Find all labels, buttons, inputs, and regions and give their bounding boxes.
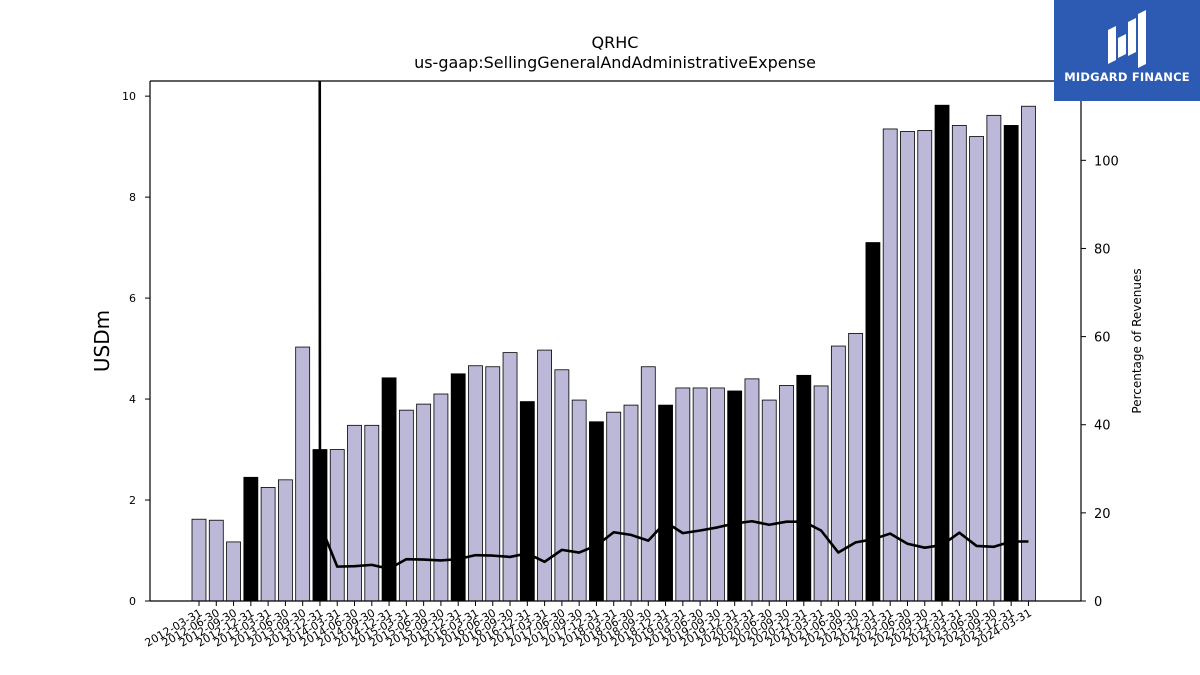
- bar-2019-06-30: [692, 387, 708, 602]
- bar-2021-03-31: [813, 385, 829, 602]
- y-axis-label: USDm: [90, 310, 114, 372]
- bar-2019-12-31: [727, 390, 743, 602]
- bar-2020-03-31: [744, 378, 760, 602]
- y-tick-label-2: 2: [129, 494, 136, 507]
- bar-2018-09-30: [640, 366, 656, 602]
- y-tick-label-6: 6: [129, 292, 136, 305]
- bar-2014-06-30: [347, 424, 362, 602]
- y-right-tick-label-0: 0: [1094, 595, 1102, 610]
- bar-2023-09-30: [986, 114, 1002, 602]
- y-tick-label-0: 0: [129, 595, 136, 608]
- y-right-tick-label-100: 100: [1094, 154, 1119, 169]
- bar-2019-09-30: [710, 387, 725, 602]
- y-right-tick-label-40: 40: [1094, 419, 1111, 434]
- bar-2013-09-30: [295, 346, 311, 602]
- bar-2016-03-31: [468, 365, 483, 602]
- bar-2015-03-31: [398, 409, 414, 602]
- bar-2021-12-31: [865, 242, 881, 602]
- bar-2015-09-30: [433, 393, 449, 602]
- bar-2012-03-31: [191, 518, 207, 602]
- bar-2013-03-31: [260, 487, 276, 602]
- bar-2020-06-30: [761, 399, 777, 602]
- bar-2017-09-30: [571, 399, 587, 602]
- bar-2017-06-30: [554, 369, 570, 602]
- bar-2023-06-30: [969, 136, 984, 602]
- bar-2012-09-30: [226, 541, 241, 602]
- bar-2020-09-30: [779, 385, 794, 602]
- bar-2021-09-30: [848, 333, 864, 602]
- y-tick-label-10: 10: [122, 90, 136, 103]
- bar-2013-06-30: [277, 479, 293, 602]
- brand-logo: MIDGARD FINANCE: [1054, 0, 1200, 101]
- bar-2016-12-31: [519, 401, 535, 602]
- bar-2014-03-31: [329, 449, 345, 602]
- bar-2018-03-31: [606, 411, 622, 602]
- bar-2020-12-31: [796, 374, 812, 602]
- bar-2015-12-31: [450, 373, 466, 602]
- bar-2012-12-31: [243, 476, 259, 602]
- bar-2023-12-31: [1003, 125, 1019, 602]
- midgard-m-logo-icon: [1108, 10, 1146, 68]
- bar-2015-06-30: [416, 403, 432, 602]
- bar-2022-12-31: [934, 104, 950, 602]
- bar-2022-06-30: [900, 131, 915, 602]
- brand-name: MIDGARD FINANCE: [1064, 70, 1190, 84]
- y-axis-right-label: Percentage of Revenues: [1130, 268, 1144, 413]
- bar-2023-03-31: [951, 125, 967, 602]
- bar-2017-12-31: [589, 421, 604, 602]
- chart-title: QRHC: [592, 33, 639, 52]
- bar-2012-06-30: [208, 519, 224, 602]
- y-tick-label-8: 8: [129, 191, 136, 204]
- y-tick-label-4: 4: [129, 393, 136, 406]
- bar-2024-03-31: [1021, 105, 1036, 602]
- bar-2014-09-30: [364, 424, 380, 602]
- percentage-line: [318, 81, 1029, 571]
- bar-2016-09-30: [502, 352, 518, 602]
- bar-2022-03-31: [882, 128, 898, 602]
- bar-2017-03-31: [537, 349, 552, 602]
- bar-2019-03-31: [675, 387, 691, 602]
- bar-2022-09-30: [917, 130, 933, 602]
- chart-subtitle: us-gaap:SellingGeneralAndAdministrativeE…: [414, 53, 816, 72]
- bar-2018-12-31: [658, 404, 673, 602]
- y-right-tick-label-80: 80: [1094, 242, 1111, 257]
- bar-2021-06-30: [830, 345, 846, 602]
- bar-2016-06-30: [485, 366, 501, 602]
- y-right-tick-label-60: 60: [1094, 331, 1111, 346]
- bar-2018-06-30: [623, 404, 639, 602]
- y-right-tick-label-20: 20: [1094, 507, 1111, 522]
